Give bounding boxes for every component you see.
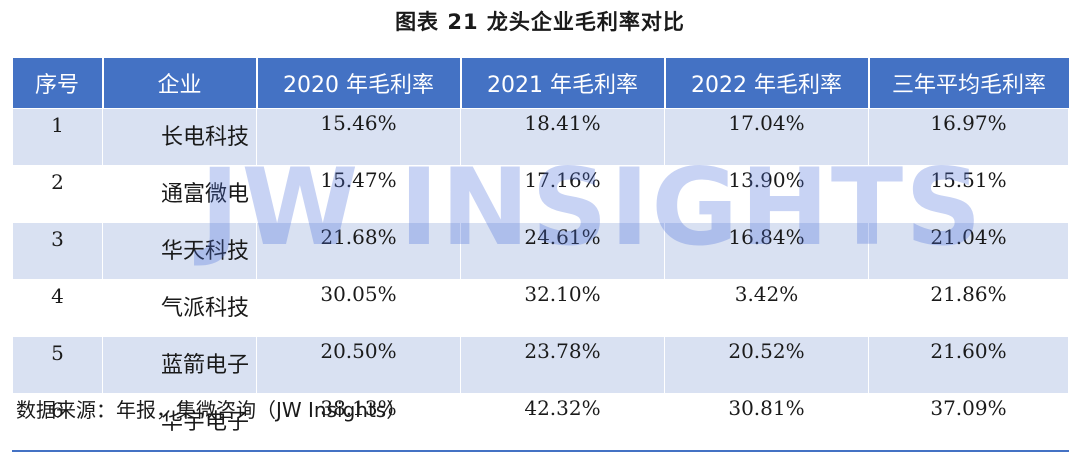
company-name: 蓝箭电子 xyxy=(102,336,257,394)
margin-2020: 20.50% xyxy=(256,336,461,394)
margin-2022: 20.52% xyxy=(664,336,869,394)
table-title: 图表 21 龙头企业毛利率对比 xyxy=(395,10,685,34)
margin-2022: 16.84% xyxy=(664,222,869,280)
margin-2021: 42.32% xyxy=(460,393,665,452)
margin-2021: 18.41% xyxy=(460,108,665,166)
header-row: 序号 企业 2020 年毛利率 2021 年毛利率 2022 年毛利率 三年平均… xyxy=(12,58,1069,109)
margin-average: 37.09% xyxy=(868,393,1069,452)
margin-average: 16.97% xyxy=(868,108,1069,166)
margin-average: 21.60% xyxy=(868,336,1069,394)
row-index: 5 xyxy=(12,336,103,394)
margin-2022: 3.42% xyxy=(664,279,869,337)
company-name: 华天科技 xyxy=(102,222,257,280)
row-index: 3 xyxy=(12,222,103,280)
header-index: 序号 xyxy=(12,58,104,109)
company-name: 气派科技 xyxy=(102,279,257,337)
row-index: 1 xyxy=(12,108,103,166)
margin-2021: 23.78% xyxy=(460,336,665,394)
margin-2020: 30.05% xyxy=(256,279,461,337)
header-company: 企业 xyxy=(102,58,258,109)
table-row: 1 长电科技 15.46% 18.41% 17.04% 16.97% xyxy=(12,108,1069,166)
header-2020: 2020 年毛利率 xyxy=(256,58,462,109)
company-name: 长电科技 xyxy=(102,108,257,166)
margin-2022: 17.04% xyxy=(664,108,869,166)
row-index: 4 xyxy=(12,279,103,337)
source-note: 数据来源：年报，集微咨询（JW Insights） xyxy=(16,398,407,422)
header-average: 三年平均毛利率 xyxy=(868,58,1069,109)
gross-margin-table: 序号 企业 2020 年毛利率 2021 年毛利率 2022 年毛利率 三年平均… xyxy=(12,58,1069,452)
margin-average: 21.04% xyxy=(868,222,1069,280)
margin-2020: 15.47% xyxy=(256,165,461,223)
margin-average: 15.51% xyxy=(868,165,1069,223)
table-row: 2 通富微电 15.47% 17.16% 13.90% 15.51% xyxy=(12,165,1069,223)
company-name: 通富微电 xyxy=(102,165,257,223)
table-row: 5 蓝箭电子 20.50% 23.78% 20.52% 21.60% xyxy=(12,336,1069,394)
header-2021: 2021 年毛利率 xyxy=(460,58,666,109)
table-row: 3 华天科技 21.68% 24.61% 16.84% 21.04% xyxy=(12,222,1069,280)
margin-2021: 24.61% xyxy=(460,222,665,280)
margin-2022: 30.81% xyxy=(664,393,869,452)
margin-average: 21.86% xyxy=(868,279,1069,337)
margin-2022: 13.90% xyxy=(664,165,869,223)
table-row: 4 气派科技 30.05% 32.10% 3.42% 21.86% xyxy=(12,279,1069,337)
margin-2021: 17.16% xyxy=(460,165,665,223)
row-index: 2 xyxy=(12,165,103,223)
margin-2021: 32.10% xyxy=(460,279,665,337)
margin-2020: 15.46% xyxy=(256,108,461,166)
header-2022: 2022 年毛利率 xyxy=(664,58,870,109)
margin-2020: 21.68% xyxy=(256,222,461,280)
